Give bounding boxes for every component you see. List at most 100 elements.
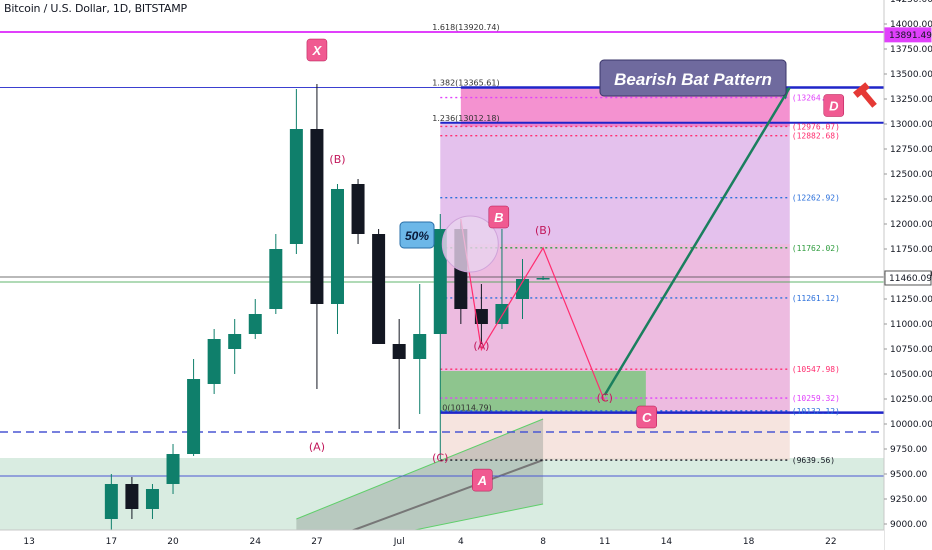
retracement-badge-bg — [399, 221, 435, 249]
level-label-4: (12262.92) — [792, 194, 840, 203]
harmonic-pattern — [441, 86, 791, 402]
badge-d-text: D — [829, 99, 839, 114]
channel-upper-line — [296, 418, 544, 520]
candle-body-5 — [207, 339, 221, 384]
y-tick-label-12: 11250.00 — [890, 295, 932, 305]
price-tag-label-1: 11460.09 — [889, 274, 932, 284]
candle-body-16 — [433, 229, 447, 334]
background-zones — [0, 87, 884, 530]
candle-body-0 — [104, 484, 118, 519]
y-tick-label-2: 13750.00 — [890, 45, 932, 55]
y-tick-label-15: 10500.00 — [890, 370, 932, 380]
x-tick-label-5: Jul — [393, 537, 405, 547]
y-tick-label-14: 10750.00 — [890, 345, 932, 355]
y-tick-label-16: 10250.00 — [890, 395, 932, 405]
badge-c-bg — [636, 405, 657, 429]
fib-label-3: 0(10114.79) — [442, 404, 492, 413]
abc-zigzag-line — [460, 218, 606, 402]
x-tick-label-8: 11 — [599, 537, 610, 547]
y-tick-label-7: 12500.00 — [890, 170, 932, 180]
badge-d-bg — [823, 94, 845, 117]
level-label-5: (11762.02) — [792, 244, 840, 253]
y-tick-label-13: 11000.00 — [890, 320, 932, 330]
hammer-icon — [853, 82, 877, 108]
candle-body-2 — [145, 489, 159, 509]
level-label-1: (13264.75) — [792, 94, 840, 103]
level-label-3: (12882.68) — [792, 132, 840, 141]
candle-body-8 — [269, 249, 283, 309]
candle-body-4 — [187, 379, 201, 454]
channel-fill — [296, 419, 544, 550]
candle-body-18 — [474, 309, 488, 324]
abc-label-2: (C) — [432, 452, 448, 465]
price-levels: (13264.75) (12976.07)(12882.68) (12262.92)… — [440, 94, 840, 465]
abc-label-3: (A) — [473, 340, 489, 353]
level-label-9: (10259.32) — [792, 394, 840, 403]
candle-body-11 — [330, 189, 344, 304]
candle-body-6 — [228, 334, 242, 349]
pattern-point-badges: X A B C D — [306, 38, 845, 492]
x-tick-label-7: 8 — [540, 537, 546, 547]
y-tick-label-21: 9000.00 — [890, 520, 927, 530]
y-tick-label-3: 13500.00 — [890, 70, 932, 80]
badge-a-bg — [472, 468, 493, 492]
abc-label-0: (B) — [329, 153, 345, 166]
y-tick-label-5: 13000.00 — [890, 120, 932, 130]
retracement-circle — [441, 215, 499, 273]
abc-label-5: (C) — [597, 391, 613, 404]
fib-labels: 1.618(13920.74) 1.382(13365.61) 1.236(1301… — [432, 23, 499, 413]
hammer-handle — [860, 90, 877, 108]
level-label-2: (12976.07) — [792, 122, 840, 131]
candle-body-21 — [536, 278, 550, 280]
y-tick-label-6: 12750.00 — [890, 145, 932, 155]
target-zone-green — [440, 371, 646, 413]
candle-body-15 — [413, 334, 427, 359]
badge-a-text: A — [477, 473, 487, 488]
abc-labels: (B) (A) (C) (A) (B) (C) — [309, 153, 613, 465]
retracement-badge: 50% — [399, 221, 435, 249]
pattern-title-bg — [599, 59, 787, 97]
y-tick-label-10: 11750.00 — [890, 245, 932, 255]
y-tick-label-17: 10000.00 — [890, 420, 932, 430]
candles — [104, 84, 550, 534]
x-tick-label-2: 20 — [167, 537, 179, 547]
hammer-head — [853, 82, 870, 98]
badge-x-text: X — [312, 43, 323, 58]
channel-mid-line — [337, 459, 544, 537]
y-tick-label-19: 9500.00 — [890, 470, 927, 480]
price-axis: 14250.00 14000.00 13750.00 13500.00 13250.00… — [883, 0, 932, 550]
candle-body-1 — [125, 484, 139, 509]
y-tick-label-9: 12000.00 — [890, 220, 932, 230]
x-tick-label-11: 22 — [825, 537, 836, 547]
pattern-zone-lower — [440, 412, 790, 461]
x-tick-label-0: 13 — [23, 537, 34, 547]
chart-header-title: Bitcoin / U.S. Dollar, 1D, BITSTAMP — [4, 2, 187, 15]
candle-body-3 — [166, 454, 180, 484]
time-axis: 13 17 20 24 27 Jul 4 8 11 14 18 22 — [0, 529, 884, 550]
candle-body-10 — [310, 129, 324, 304]
y-tick-label-18: 9750.00 — [890, 445, 927, 455]
time-axis-bg — [0, 530, 884, 550]
fib-label-0: 1.618(13920.74) — [432, 23, 499, 32]
pattern-title-badge: Bearish Bat Pattern — [599, 59, 787, 97]
y-tick-label-4: 13250.00 — [890, 95, 932, 105]
abc-label-4: (B) — [535, 224, 551, 237]
y-tick-label-8: 12250.00 — [890, 195, 932, 205]
candle-body-13 — [372, 234, 386, 344]
x-tick-label-1: 17 — [106, 537, 117, 547]
candle-body-12 — [351, 184, 365, 234]
bullish-arrow-line — [603, 86, 791, 396]
fib-label-1: 1.382(13365.61) — [432, 79, 499, 88]
price-tag-bg-0 — [884, 27, 932, 43]
badge-b-text: B — [494, 210, 503, 225]
x-tick-label-9: 14 — [661, 537, 673, 547]
y-tick-label-1: 14000.00 — [890, 20, 932, 30]
x-tick-label-4: 27 — [311, 537, 322, 547]
price-tag-label-0: 13891.49 — [889, 31, 932, 41]
price-tag-bg-1 — [884, 270, 932, 286]
level-label-8: (10547.98) — [792, 365, 840, 374]
abc-label-1: (A) — [309, 441, 325, 454]
candle-body-19 — [495, 304, 509, 324]
